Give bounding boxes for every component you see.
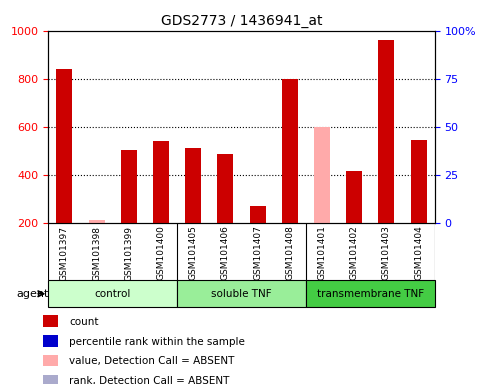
Text: GSM101406: GSM101406 bbox=[221, 225, 230, 280]
Text: GSM101398: GSM101398 bbox=[92, 225, 101, 281]
Bar bbox=[121, 149, 137, 271]
FancyBboxPatch shape bbox=[306, 280, 435, 307]
Text: GSM101401: GSM101401 bbox=[317, 225, 327, 280]
Bar bbox=[43, 315, 58, 327]
Text: GSM101408: GSM101408 bbox=[285, 225, 294, 280]
Bar bbox=[153, 141, 169, 271]
Text: value, Detection Call = ABSENT: value, Detection Call = ABSENT bbox=[69, 356, 234, 366]
Bar bbox=[43, 374, 58, 384]
Bar bbox=[282, 79, 298, 271]
Text: GSM101399: GSM101399 bbox=[124, 225, 133, 281]
Title: GDS2773 / 1436941_at: GDS2773 / 1436941_at bbox=[161, 14, 322, 28]
FancyBboxPatch shape bbox=[48, 280, 177, 307]
Bar bbox=[88, 220, 105, 271]
Text: GSM101407: GSM101407 bbox=[253, 225, 262, 280]
Bar bbox=[314, 127, 330, 271]
FancyBboxPatch shape bbox=[177, 280, 306, 307]
Bar bbox=[43, 355, 58, 366]
Text: GSM101404: GSM101404 bbox=[414, 225, 423, 280]
Text: count: count bbox=[69, 317, 99, 327]
Text: control: control bbox=[95, 289, 131, 299]
Text: soluble TNF: soluble TNF bbox=[211, 289, 272, 299]
Bar bbox=[43, 335, 58, 347]
Text: GSM101403: GSM101403 bbox=[382, 225, 391, 280]
Text: GSM101397: GSM101397 bbox=[60, 225, 69, 281]
Bar bbox=[378, 40, 395, 271]
Text: GSM101402: GSM101402 bbox=[350, 225, 359, 280]
Bar bbox=[57, 69, 72, 271]
Bar bbox=[217, 154, 233, 271]
Text: transmembrane TNF: transmembrane TNF bbox=[317, 289, 424, 299]
Text: rank, Detection Call = ABSENT: rank, Detection Call = ABSENT bbox=[69, 376, 229, 384]
Text: percentile rank within the sample: percentile rank within the sample bbox=[69, 337, 245, 347]
Bar bbox=[250, 206, 266, 271]
Bar bbox=[185, 148, 201, 271]
Bar bbox=[411, 140, 426, 271]
Text: GSM101405: GSM101405 bbox=[189, 225, 198, 280]
Bar bbox=[346, 171, 362, 271]
Text: GSM101400: GSM101400 bbox=[156, 225, 166, 280]
Text: agent: agent bbox=[16, 289, 48, 299]
